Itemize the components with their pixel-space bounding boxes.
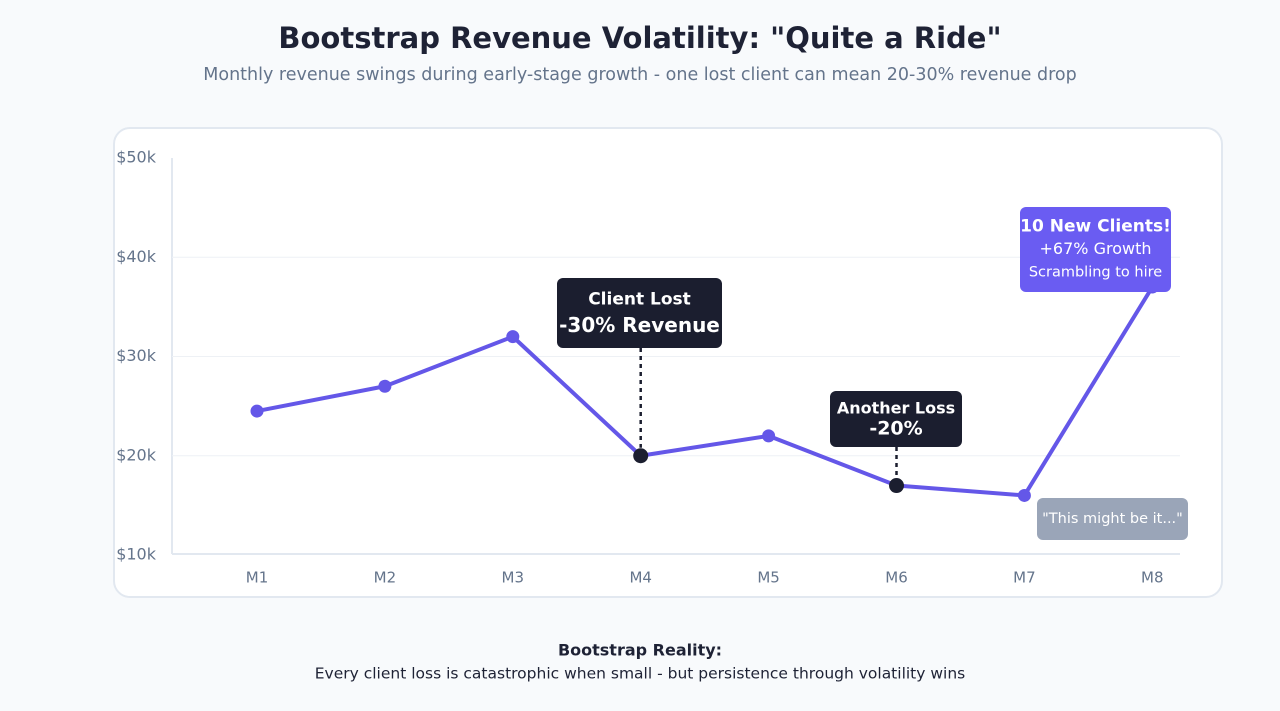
annotation-text: 10 New Clients!: [1020, 217, 1171, 237]
annotation-text: Another Loss: [837, 399, 955, 418]
data-point: [250, 404, 264, 418]
data-point: [1017, 488, 1031, 502]
data-point: [506, 330, 520, 344]
annotation-box: [557, 278, 722, 348]
data-point: [633, 448, 649, 464]
footer-text: Every client loss is catastrophic when s…: [315, 665, 966, 683]
annotation-box: [1020, 207, 1171, 292]
annotation-text: +67% Growth: [1040, 239, 1152, 258]
x-tick-label: M4: [629, 569, 652, 587]
annotation-box: [1037, 498, 1188, 540]
data-point: [378, 379, 392, 393]
data-point: [889, 478, 904, 494]
x-tick-label: M7: [1013, 569, 1036, 587]
annotation-text: -30% Revenue: [559, 313, 720, 337]
x-tick-label: M6: [885, 569, 908, 587]
chart-subtitle: Monthly revenue swings during early-stag…: [203, 65, 1076, 85]
x-tick-label: M1: [246, 569, 269, 587]
y-tick-label: $50k: [116, 148, 157, 167]
x-tick-label: M5: [757, 569, 780, 587]
x-tick-label: M3: [502, 569, 525, 587]
annotation-text: Client Lost: [588, 290, 691, 310]
y-tick-label: $20k: [116, 445, 157, 464]
annotation-text: -20%: [869, 418, 922, 440]
x-tick-label: M8: [1141, 569, 1164, 587]
y-tick-label: $30k: [116, 346, 157, 365]
footer-heading: Bootstrap Reality:: [558, 641, 722, 660]
chart-title: Bootstrap Revenue Volatility: "Quite a R…: [278, 21, 1001, 55]
x-tick-label: M2: [374, 569, 397, 587]
revenue-line: [256, 285, 1155, 498]
annotation-text: Scrambling to hire: [1029, 265, 1162, 281]
y-tick-label: $40k: [116, 247, 157, 266]
data-point: [762, 429, 776, 443]
annotation-box: [830, 391, 962, 447]
annotation-text: "This might be it...": [1042, 511, 1183, 527]
y-tick-label: $10k: [116, 545, 157, 564]
plot-card: [113, 127, 1223, 598]
